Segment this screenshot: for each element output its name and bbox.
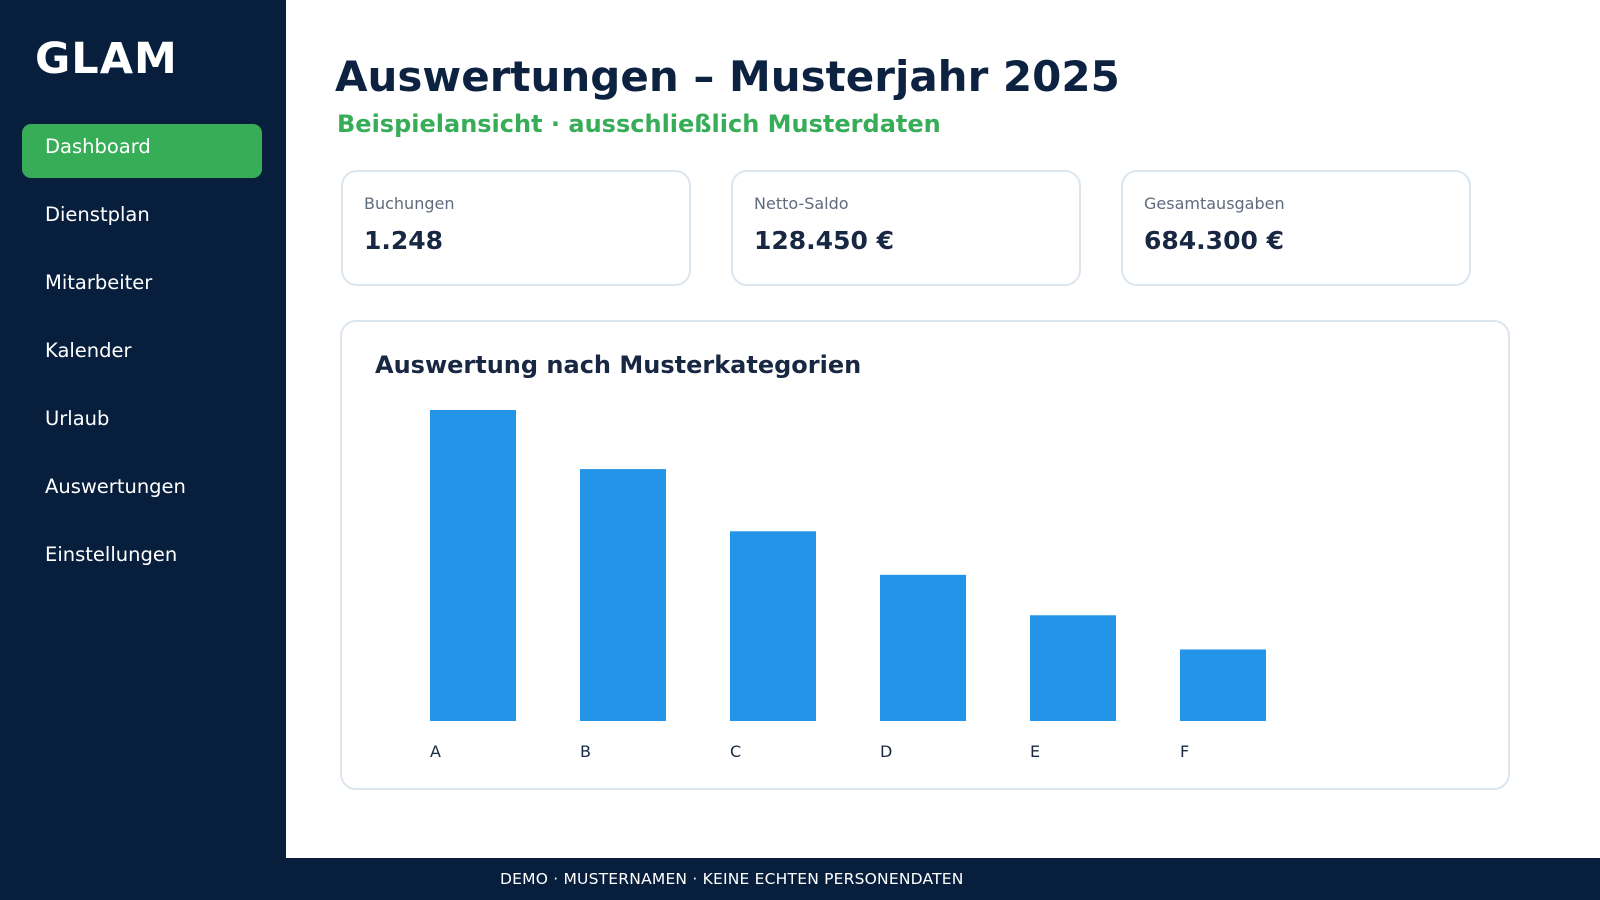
kpi-card-gesamtausgaben: Gesamtausgaben 684.300 € <box>1121 170 1471 286</box>
footer-banner: DEMO · MUSTERNAMEN · KEINE ECHTEN PERSON… <box>286 858 1600 900</box>
bar-e <box>1030 615 1116 721</box>
bar-f <box>1180 649 1266 721</box>
x-tick-label-d: D <box>880 742 892 761</box>
sidebar-item-einstellungen[interactable]: Einstellungen <box>45 543 178 566</box>
footer-text: DEMO · MUSTERNAMEN · KEINE ECHTEN PERSON… <box>500 870 964 888</box>
kpi-card-netto-saldo: Netto-Saldo 128.450 € <box>731 170 1081 286</box>
chart-title: Auswertung nach Musterkategorien <box>375 351 862 379</box>
brand-logo: GLAM <box>35 34 178 84</box>
x-tick-label-b: B <box>580 742 591 761</box>
kpi-label: Buchungen <box>364 194 455 213</box>
sidebar-item-urlaub[interactable]: Urlaub <box>45 407 110 430</box>
sidebar-item-auswertungen[interactable]: Auswertungen <box>45 475 186 498</box>
sidebar-item-kalender[interactable]: Kalender <box>45 339 132 362</box>
main-content: Auswertungen – Musterjahr 2025 Beispiela… <box>286 0 1600 858</box>
x-tick-label-f: F <box>1180 742 1189 761</box>
sidebar-nav: Dashboard Dienstplan Mitarbeiter Kalende… <box>22 124 262 600</box>
sidebar-item-dashboard[interactable]: Dashboard <box>22 124 262 178</box>
x-tick-label-a: A <box>430 742 441 761</box>
kpi-value: 1.248 <box>364 226 444 255</box>
page-title: Auswertungen – Musterjahr 2025 <box>335 52 1120 101</box>
x-tick-label-c: C <box>730 742 741 761</box>
bar-chart: A B C D E F <box>430 410 1266 761</box>
kpi-value: 684.300 € <box>1144 226 1284 255</box>
sidebar: GLAM Dashboard Dienstplan Mitarbeiter Ka… <box>0 0 286 900</box>
bar-b <box>580 469 666 721</box>
bar-c <box>730 531 816 721</box>
sidebar-item-dienstplan[interactable]: Dienstplan <box>45 203 150 226</box>
sidebar-item-mitarbeiter[interactable]: Mitarbeiter <box>45 271 153 294</box>
chart-card: A B C D E F Auswertung nach Musterkategorien <box>340 320 1510 790</box>
kpi-value: 128.450 € <box>754 226 894 255</box>
page-subtitle: Beispielansicht · ausschließlich Musterd… <box>337 110 941 138</box>
bar-d <box>880 574 966 721</box>
kpi-label: Netto-Saldo <box>754 194 849 213</box>
kpi-card-buchungen: Buchungen 1.248 <box>341 170 691 286</box>
kpi-label: Gesamtausgaben <box>1144 194 1285 213</box>
x-tick-label-e: E <box>1030 742 1040 761</box>
bar-a <box>430 410 516 721</box>
